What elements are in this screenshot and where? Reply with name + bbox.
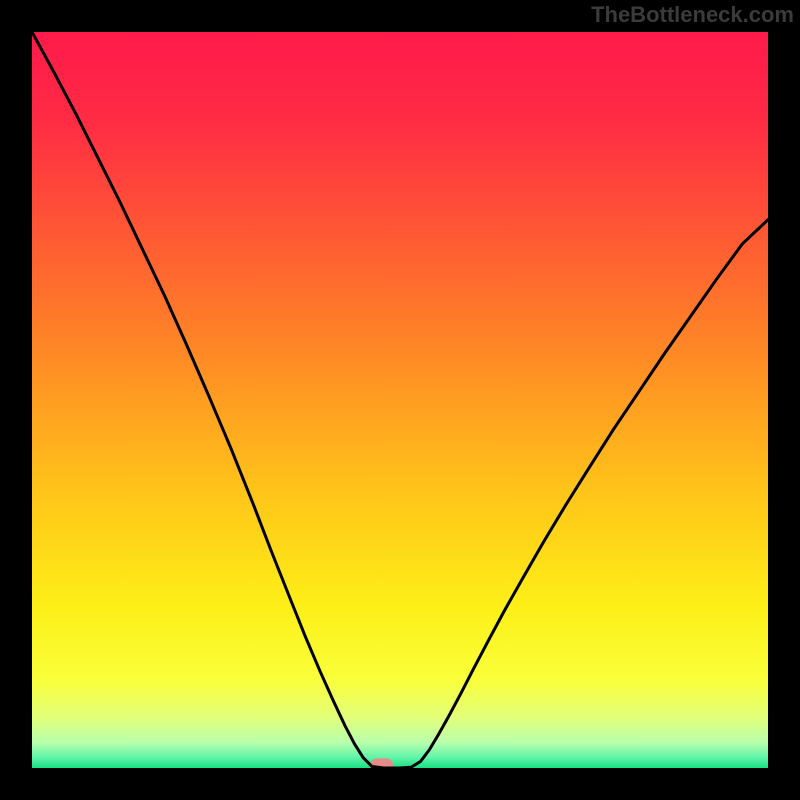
- gradient-background: [32, 32, 768, 768]
- chart-container: TheBottleneck.com: [0, 0, 800, 800]
- bottleneck-chart-svg: [0, 0, 800, 800]
